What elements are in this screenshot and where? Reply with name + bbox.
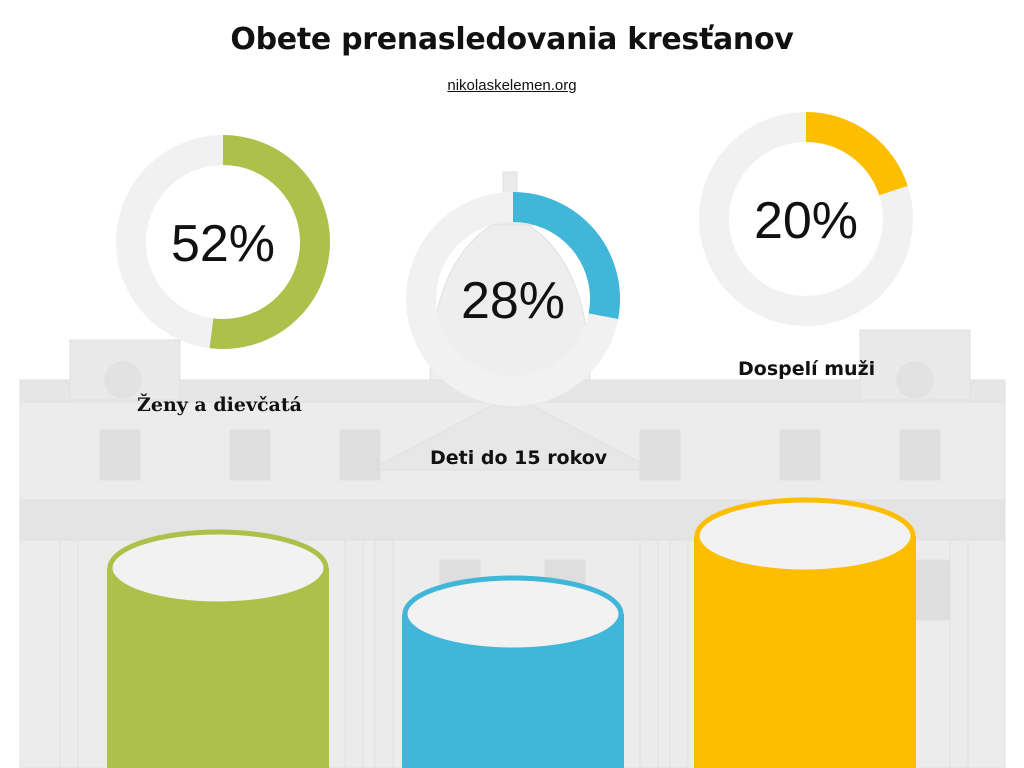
- cylinder-women: [107, 529, 329, 768]
- donut-men: [699, 112, 913, 326]
- category-label-children: Deti do 15 rokov: [430, 447, 608, 469]
- cylinder-top-men: [694, 497, 916, 575]
- donut-children: [406, 192, 620, 406]
- category-label-men: Dospelí muži: [738, 358, 876, 380]
- donut-arc-children: [512, 192, 620, 320]
- donut-women: [116, 135, 330, 349]
- value-label-children: 28%: [460, 272, 566, 330]
- category-label-women: Ženy a dievčatá: [137, 394, 302, 416]
- cylinder-top-women: [107, 529, 329, 607]
- value-label-women: 52%: [170, 215, 276, 273]
- chart-title: Obete prenasledovania kresťanov: [230, 22, 794, 57]
- donut-arc-women: [209, 135, 330, 349]
- value-label-men: 20%: [753, 192, 859, 250]
- cylinder-men: [694, 497, 916, 768]
- donut-arc-men: [805, 112, 908, 196]
- cylinder-top-children: [402, 575, 624, 653]
- cylinder-body-men: [694, 536, 916, 768]
- cylinder-children: [402, 575, 624, 768]
- source-link[interactable]: nikolaskelemen.org: [447, 77, 577, 94]
